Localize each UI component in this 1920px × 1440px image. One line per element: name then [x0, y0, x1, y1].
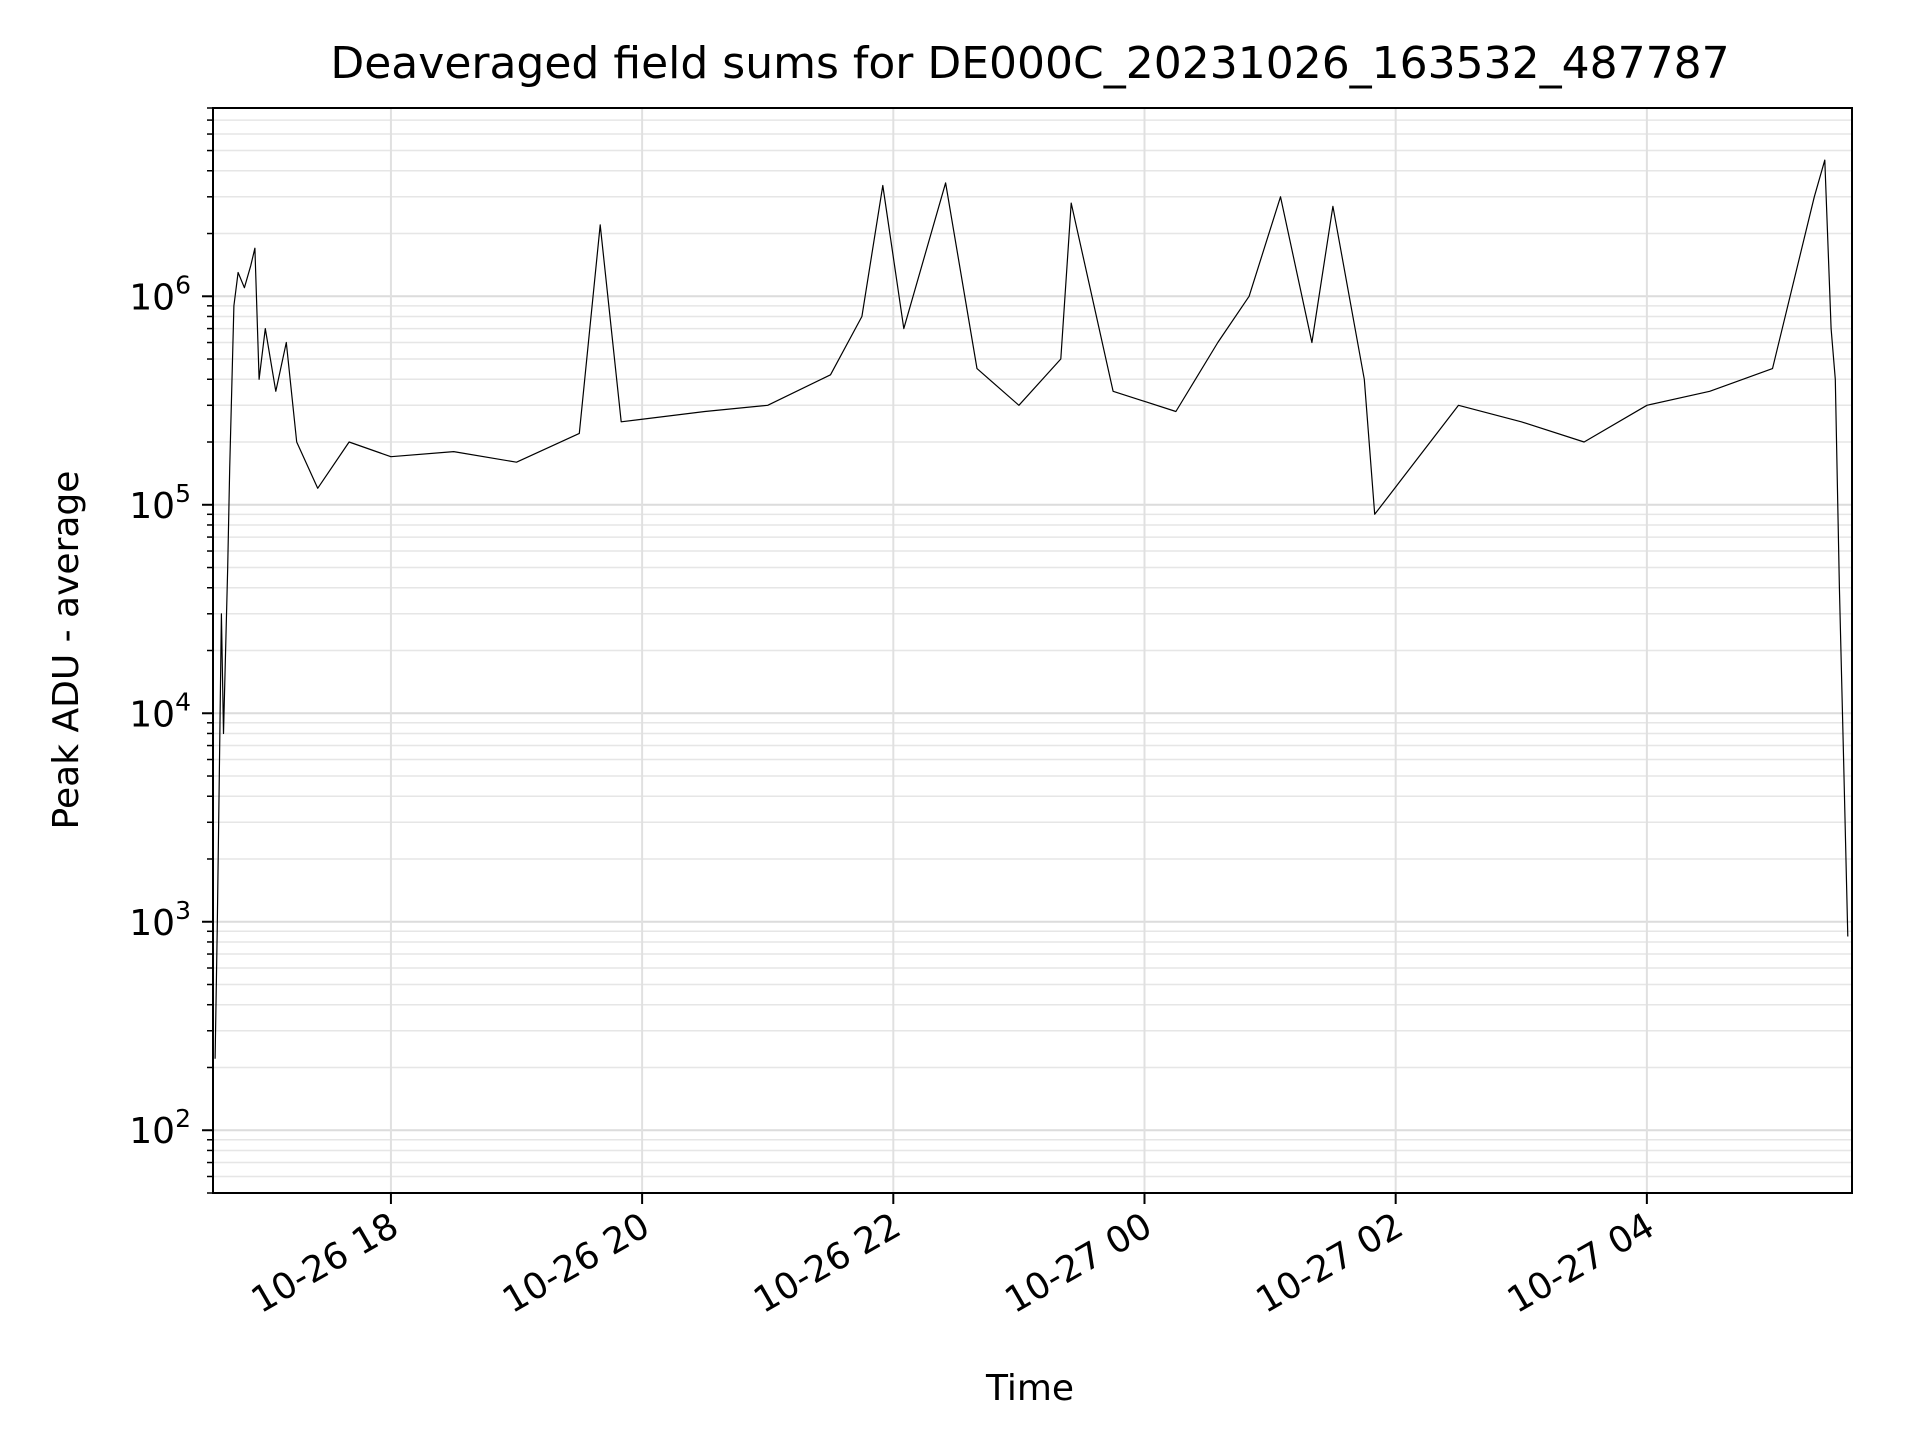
- y-axis: 102 103 104 105 106: [129, 107, 213, 1194]
- major-gridlines: [213, 108, 1852, 1193]
- x-axis-label: Time: [985, 1368, 1074, 1409]
- data-series: [214, 159, 1849, 1059]
- series-line: [214, 159, 1849, 1059]
- y-tick-label: 102: [129, 1104, 191, 1152]
- y-axis-label: Peak ADU - average: [46, 471, 87, 830]
- y-tick-label: 103: [129, 896, 191, 944]
- y-tick-label: 105: [129, 479, 191, 527]
- chart-title: Deaveraged field sums for DE000C_2023102…: [330, 38, 1729, 89]
- y-tick-label: 106: [129, 270, 191, 318]
- y-tick-label: 104: [129, 687, 191, 735]
